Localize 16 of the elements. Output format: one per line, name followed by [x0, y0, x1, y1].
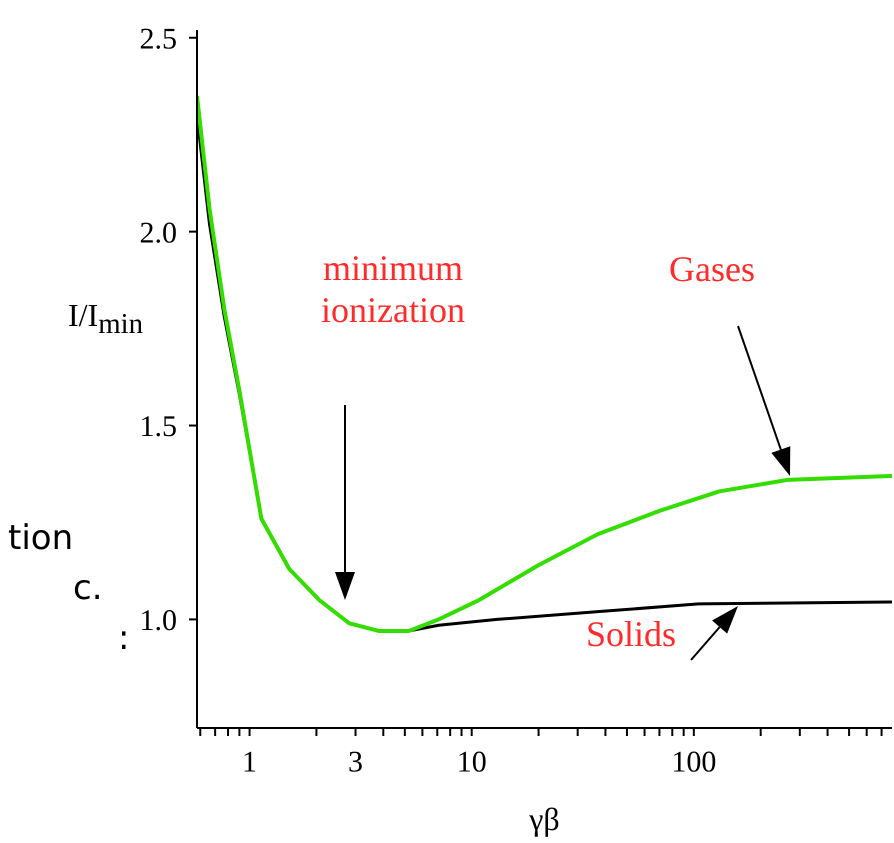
text: : — [118, 618, 130, 658]
y-tick-label: 2.0 — [140, 216, 177, 250]
annotation: Solids — [586, 614, 676, 654]
y-axis-title: I/I$_{min}$ — [68, 297, 144, 340]
x-tick-label: 3 — [348, 745, 364, 778]
text: c. — [73, 568, 103, 608]
x-tick-label: 100 — [671, 745, 716, 778]
y-tick-label: 1.0 — [140, 604, 177, 638]
x-tick-label: 10 — [456, 745, 487, 778]
text: tion — [8, 518, 74, 558]
y-tick-label: 2.5 — [140, 22, 177, 56]
x-axis-title: γβ — [528, 801, 560, 837]
x-tick-label: 1 — [242, 745, 258, 778]
annotation: Gases — [669, 249, 755, 289]
annotation: minimum ionization — [321, 248, 465, 330]
y-tick-label: 1.5 — [140, 410, 177, 444]
